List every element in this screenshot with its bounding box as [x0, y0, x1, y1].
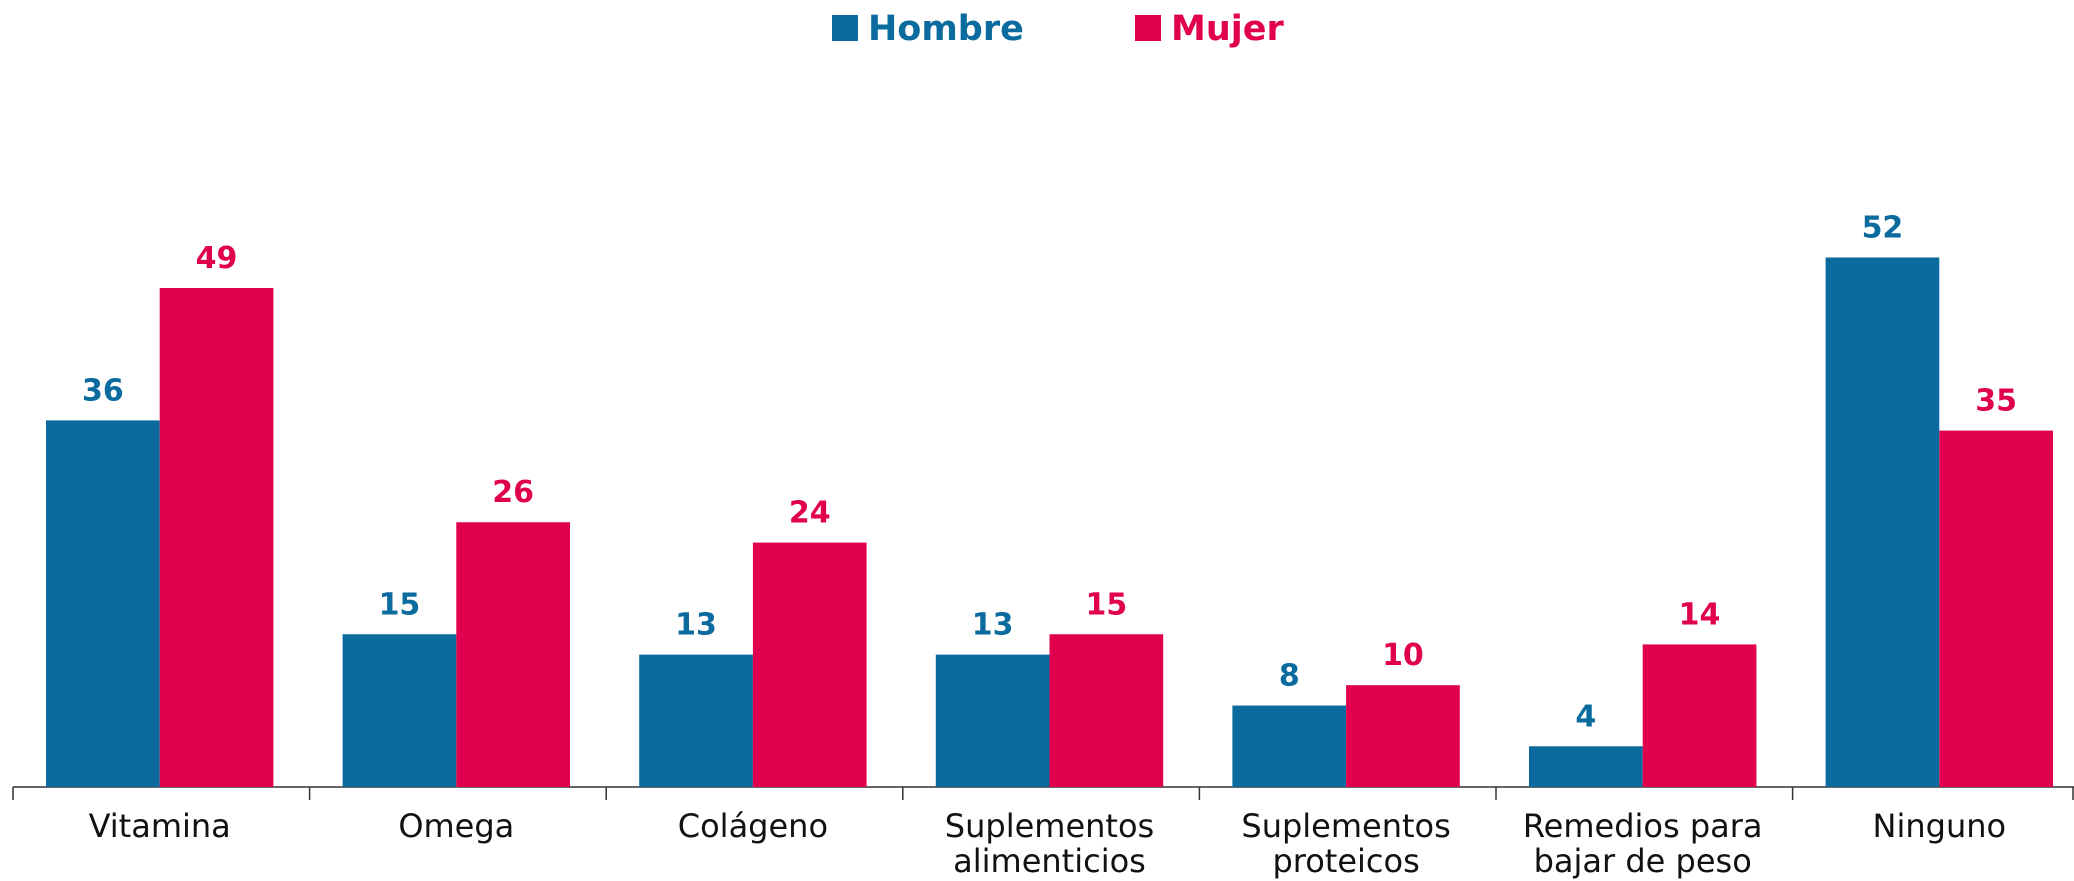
bar [159, 288, 274, 787]
x-tick-label: Colágeno [678, 807, 828, 845]
value-label: 35 [1975, 384, 2017, 419]
value-label: 13 [675, 608, 717, 643]
value-label: 15 [1085, 587, 1127, 622]
value-label: 13 [972, 608, 1014, 643]
value-label: 36 [82, 373, 124, 408]
bar [1939, 430, 2053, 787]
bar [935, 654, 1050, 787]
value-label: 15 [379, 587, 421, 622]
value-label: 10 [1382, 638, 1424, 673]
value-label: 24 [789, 496, 831, 531]
bar [1529, 746, 1643, 787]
bar [46, 420, 160, 787]
bar [342, 634, 457, 787]
value-label: 49 [196, 241, 238, 276]
x-tick-label: Ninguno [1873, 807, 2007, 845]
value-label: 26 [492, 475, 534, 510]
legend-swatch [832, 15, 858, 41]
value-label: 4 [1575, 699, 1596, 734]
bar [1232, 705, 1347, 787]
legend-label: Hombre [868, 9, 1024, 49]
bar [1825, 257, 1940, 787]
value-label: 14 [1679, 597, 1721, 632]
bar [639, 654, 753, 787]
bar [1049, 634, 1164, 787]
x-tick-label: Suplementos alimenticios [945, 807, 1154, 880]
x-tick-label: Suplementos proteicos [1241, 807, 1450, 880]
legend-swatch [1135, 15, 1161, 41]
legend-label: Mujer [1171, 9, 1284, 49]
x-tick-label: Omega [398, 807, 514, 845]
bar [1642, 644, 1757, 787]
bar [456, 522, 570, 787]
bar [1346, 685, 1460, 787]
bar [752, 542, 867, 787]
x-tick-label: Remedios para bajar de peso [1523, 807, 1763, 880]
value-label: 8 [1279, 659, 1300, 694]
value-label: 52 [1862, 210, 1904, 245]
x-tick-label: Vitamina [89, 807, 231, 845]
